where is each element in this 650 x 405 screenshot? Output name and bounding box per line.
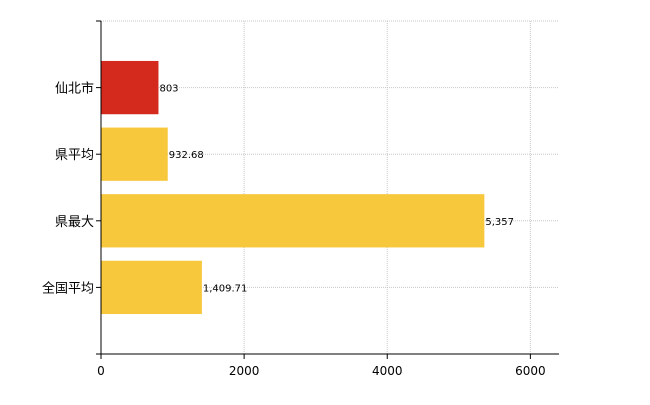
category-label-3: 全国平均: [42, 280, 94, 296]
category-label-1: 県平均: [55, 148, 94, 163]
x-tick-label-1: 2000: [229, 364, 260, 378]
data-label-0: 803: [159, 84, 178, 95]
bar-1: [101, 127, 168, 181]
category-label-2: 県最大: [55, 215, 94, 230]
bar-0: [101, 60, 159, 115]
x-tick-label-3: 6000: [515, 364, 546, 378]
data-label-3: 1,409.71: [203, 283, 248, 294]
category-label-0: 仙北市: [55, 81, 94, 97]
x-tick-label-2: 4000: [372, 364, 403, 378]
bar-3: [101, 260, 202, 315]
bar-2: [101, 194, 485, 248]
bar-layer: [101, 60, 485, 315]
x-tick-label-0: 0: [97, 364, 105, 378]
data-label-1: 932.68: [169, 150, 204, 161]
data-label-2: 5,357: [485, 217, 514, 228]
data-label-layer: 803 932.68 5,357 1,409.71: [159, 84, 514, 295]
